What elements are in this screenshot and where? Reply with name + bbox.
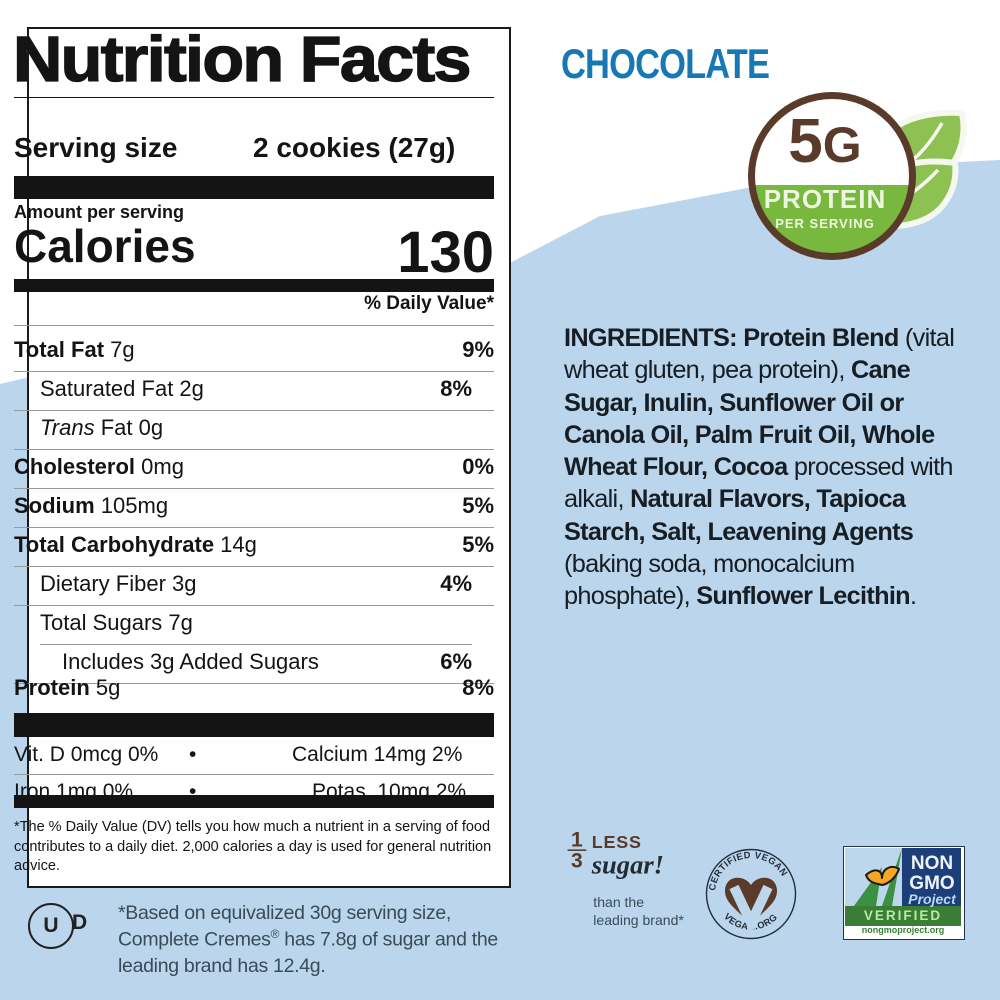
svg-text:Project: Project [908,891,957,907]
svg-text:nongmoproject.org: nongmoproject.org [862,925,945,935]
svg-text:VERIFIED: VERIFIED [864,908,942,923]
svg-text:NON: NON [911,853,953,874]
